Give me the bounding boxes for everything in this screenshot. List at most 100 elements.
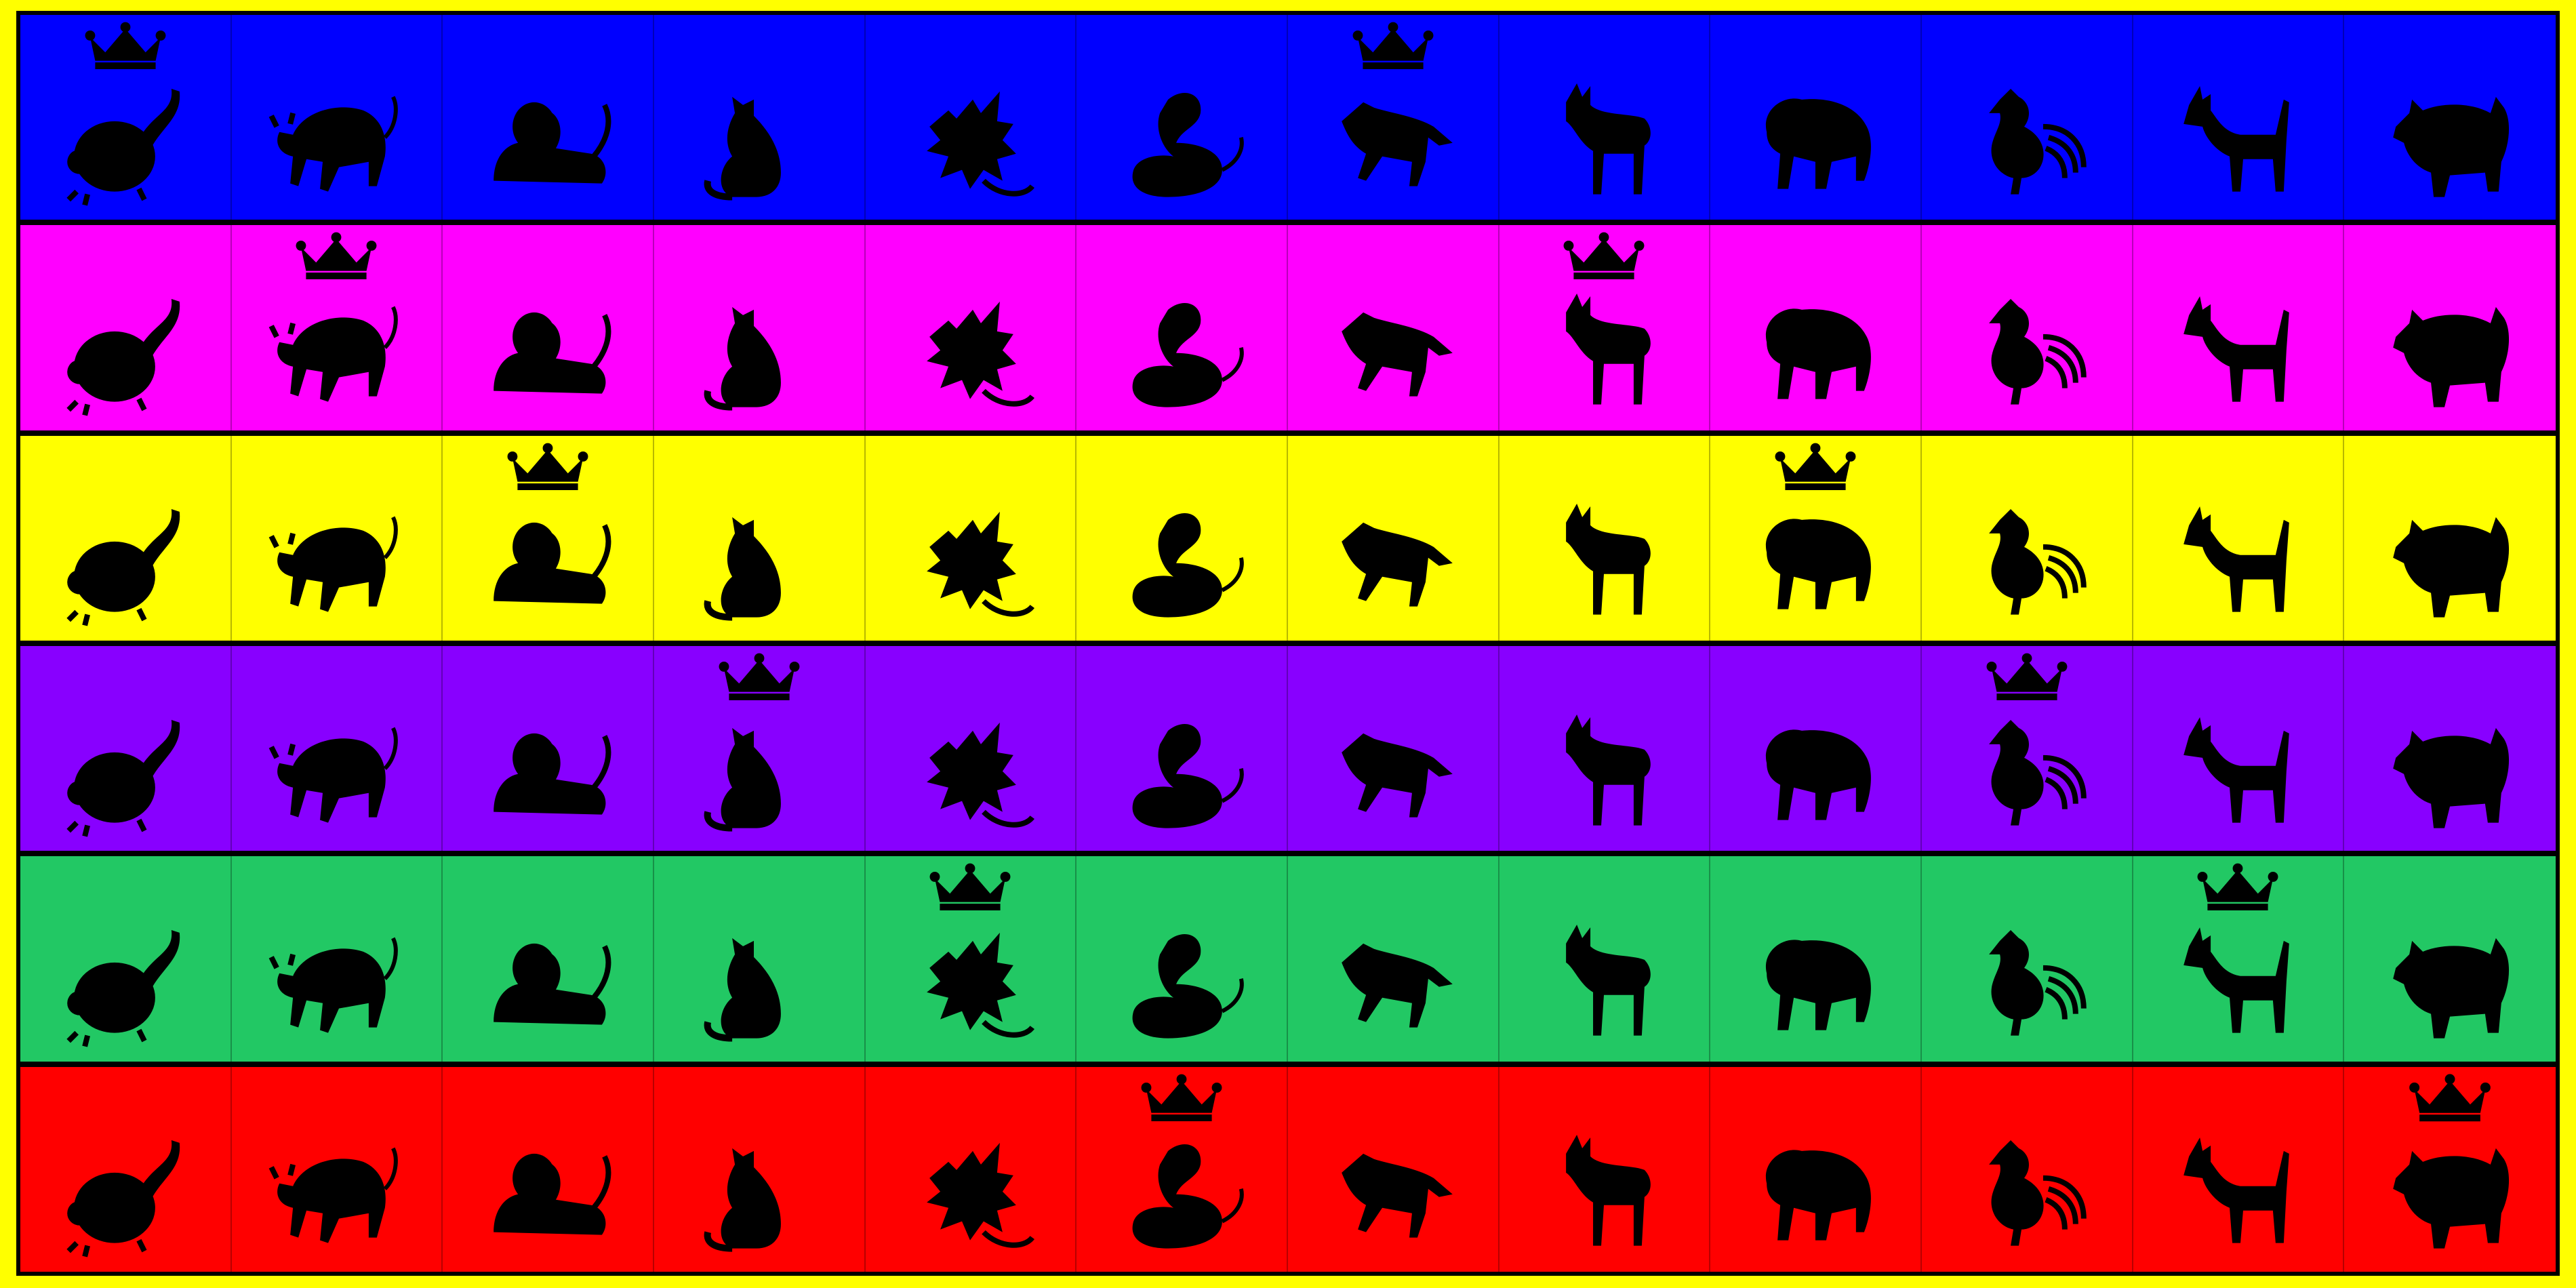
animal-tile[interactable]: [1288, 1066, 1500, 1272]
board-row: [20, 1066, 2556, 1272]
animal-tile[interactable]: [20, 1066, 232, 1272]
animal-tile[interactable]: [1710, 15, 1922, 220]
monkey-icon: [1766, 729, 1872, 820]
dog-icon: [2183, 85, 2290, 192]
animal-tile[interactable]: [654, 856, 866, 1062]
animal-tile[interactable]: [1922, 1066, 2133, 1272]
animal-tile[interactable]: [232, 856, 443, 1062]
animal-tile[interactable]: [443, 856, 654, 1062]
animal-tile[interactable]: [1922, 15, 2133, 220]
animal-tile[interactable]: [866, 856, 1077, 1062]
rat-icon: [66, 929, 180, 1047]
animal-tile[interactable]: [866, 15, 1077, 220]
animal-tile[interactable]: [2344, 856, 2556, 1061]
animal-tile[interactable]: [443, 15, 654, 220]
animal-tile[interactable]: [654, 1066, 866, 1272]
animal-tile[interactable]: [866, 225, 1077, 430]
animal-tile[interactable]: [654, 435, 866, 641]
crown-icon: [1986, 653, 2068, 701]
ox-icon: [269, 306, 399, 402]
animal-tile[interactable]: [443, 1066, 654, 1272]
animal-tile[interactable]: [2133, 856, 2345, 1062]
animal-tile[interactable]: [2133, 15, 2345, 220]
animal-tile[interactable]: [1500, 225, 1711, 430]
dragon-icon: [927, 722, 1035, 828]
horse-icon: [1341, 523, 1453, 607]
animal-tile[interactable]: [20, 646, 232, 851]
animal-tile[interactable]: [2344, 15, 2556, 220]
rooster-icon: [1988, 719, 2087, 826]
animal-tile[interactable]: [1076, 15, 1288, 220]
animal-tile[interactable]: [1288, 856, 1500, 1062]
snake-icon: [1132, 1144, 1244, 1249]
animal-tile[interactable]: [1500, 646, 1711, 851]
horse-icon: [1341, 312, 1453, 397]
animal-tile[interactable]: [1288, 225, 1500, 430]
animal-tile[interactable]: [866, 435, 1077, 641]
animal-tile[interactable]: [2344, 1067, 2556, 1272]
animal-tile[interactable]: [1922, 225, 2133, 430]
animal-tile[interactable]: [2344, 225, 2556, 430]
lion-icon: [494, 102, 611, 184]
animal-tile[interactable]: [232, 646, 443, 851]
animal-tile[interactable]: [1288, 15, 1500, 220]
lion-icon: [494, 943, 611, 1025]
animal-tile[interactable]: [1076, 435, 1288, 641]
crown-icon: [1564, 232, 1645, 280]
animal-tile[interactable]: [654, 225, 866, 430]
animal-tile[interactable]: [866, 1066, 1077, 1272]
animal-tile[interactable]: [1076, 856, 1288, 1062]
animal-tile[interactable]: [1288, 646, 1500, 851]
animal-tile[interactable]: [1922, 646, 2133, 851]
animal-tile[interactable]: [2133, 1066, 2345, 1272]
animal-tile[interactable]: [2344, 646, 2556, 851]
lion-icon: [494, 733, 611, 815]
goat-icon: [1566, 504, 1651, 615]
animal-tile[interactable]: [2133, 225, 2345, 430]
animal-tile[interactable]: [1710, 435, 1922, 641]
animal-tile[interactable]: [1500, 15, 1711, 220]
animal-tile[interactable]: [232, 15, 443, 220]
monkey-icon: [1766, 308, 1872, 399]
animal-tile[interactable]: [2133, 435, 2345, 641]
animal-tile[interactable]: [654, 646, 866, 851]
dragon-icon: [927, 932, 1035, 1038]
animal-tile[interactable]: [1922, 435, 2133, 641]
animal-tile[interactable]: [1922, 856, 2133, 1062]
animal-tile[interactable]: [1710, 646, 1922, 851]
animal-tile[interactable]: [1500, 435, 1711, 641]
animal-tile[interactable]: [1710, 225, 1922, 430]
animal-tile[interactable]: [20, 15, 232, 220]
animal-tile[interactable]: [2344, 436, 2556, 641]
animal-tile[interactable]: [654, 15, 866, 220]
rooster-icon: [1988, 298, 2087, 405]
horse-icon: [1341, 102, 1453, 186]
animal-tile[interactable]: [1288, 435, 1500, 641]
animal-tile[interactable]: [232, 225, 443, 430]
animal-tile[interactable]: [443, 646, 654, 851]
animal-tile[interactable]: [443, 225, 654, 430]
animal-tile[interactable]: [20, 225, 232, 430]
animal-tile[interactable]: [866, 646, 1077, 851]
animal-tile[interactable]: [1500, 856, 1711, 1062]
animal-tile[interactable]: [1710, 856, 1922, 1062]
animal-tile[interactable]: [1500, 1066, 1711, 1272]
animal-tile[interactable]: [1710, 1066, 1922, 1272]
rat-icon: [66, 719, 180, 837]
animal-tile[interactable]: [2133, 646, 2345, 851]
crown-icon: [296, 232, 377, 280]
snake-icon: [1132, 933, 1244, 1039]
animal-tile[interactable]: [1076, 646, 1288, 851]
board-row: [20, 225, 2556, 430]
animal-tile[interactable]: [1076, 1066, 1288, 1272]
board-row: [20, 646, 2556, 851]
ox-icon: [269, 516, 399, 612]
animal-tile[interactable]: [1076, 225, 1288, 430]
animal-tile[interactable]: [443, 435, 654, 641]
crown-icon: [85, 22, 166, 70]
animal-tile[interactable]: [232, 1066, 443, 1272]
animal-tile[interactable]: [20, 435, 232, 641]
animal-tile[interactable]: [20, 856, 232, 1062]
animal-tile[interactable]: [232, 435, 443, 641]
dragon-icon: [927, 512, 1035, 617]
